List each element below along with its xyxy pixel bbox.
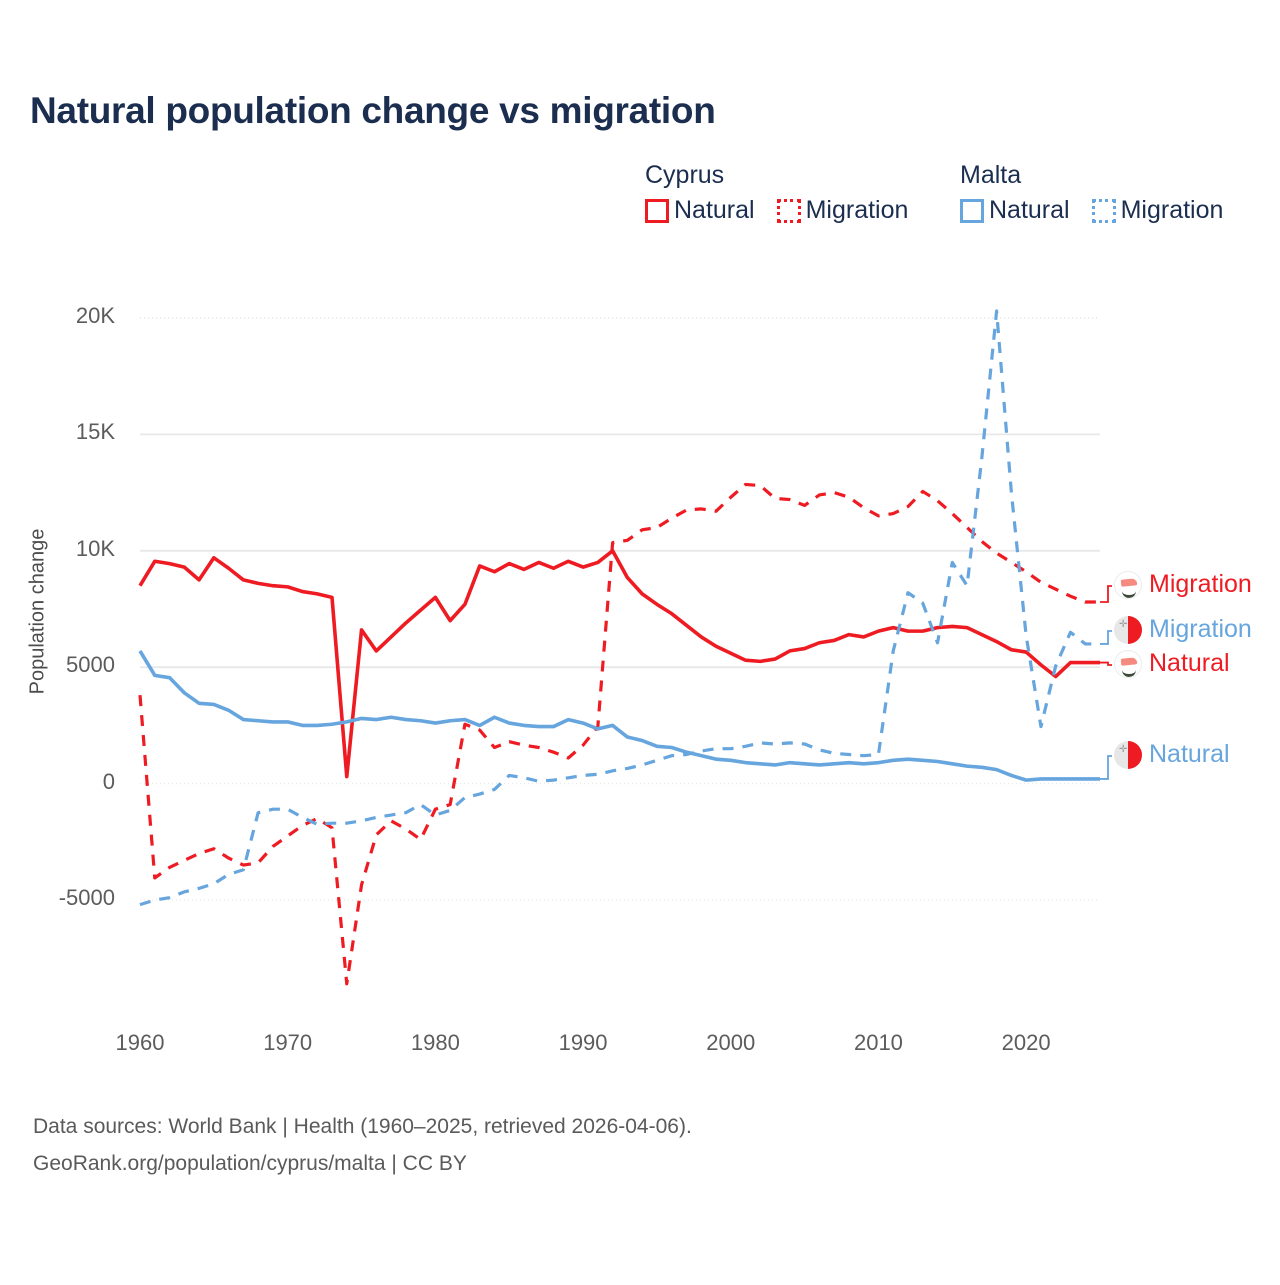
malta-flag-icon: ✛ — [1114, 615, 1142, 644]
legend-item-cyprus-natural[interactable]: Natural — [645, 196, 755, 225]
x-axis-tick-label: 1960 — [115, 1030, 165, 1055]
end-label: Migration — [1114, 570, 1252, 599]
legend-item-label: Natural — [989, 196, 1070, 224]
end-label-text: Natural — [1149, 649, 1230, 677]
legend-swatch-solid-icon — [645, 198, 669, 223]
end-label-text: Migration — [1149, 615, 1252, 643]
legend-item-label: Migration — [1120, 196, 1224, 224]
footer-line-url: GeoRank.org/population/cyprus/malta | CC… — [33, 1152, 467, 1175]
page-title: Natural population change vs migration — [30, 90, 716, 131]
x-axis-tick-label: 1980 — [410, 1030, 460, 1055]
x-axis-tick-label: 1990 — [558, 1030, 608, 1055]
y-axis-tick-label: 20K — [75, 303, 115, 328]
legend-item-malta-natural[interactable]: Natural — [960, 196, 1070, 225]
y-axis-tick-label: 15K — [75, 419, 115, 445]
malta-flag-icon: ✛ — [1114, 740, 1142, 769]
legend-item-cyprus-migration[interactable]: Migration — [776, 196, 909, 225]
series-line-malta-natural — [138, 649, 1100, 782]
legend-item-malta-migration[interactable]: Migration — [1091, 196, 1224, 225]
end-label-leader-line — [1100, 585, 1112, 603]
cyprus-flag-icon — [1114, 570, 1142, 599]
y-axis-tick-label: -5000 — [58, 885, 115, 910]
y-axis-tick-label: 0 — [102, 768, 115, 794]
legend-country-label: Cyprus — [645, 161, 725, 189]
end-label: Natural — [1114, 649, 1230, 678]
series-line-cyprus-natural — [138, 548, 1100, 779]
y-axis-tick-label: 5000 — [66, 652, 115, 678]
legend-item-label: Natural — [674, 196, 755, 224]
legend-swatch-dotted-icon — [1091, 198, 1116, 223]
end-label-leader-line — [1100, 755, 1112, 780]
end-label-text: Natural — [1149, 740, 1230, 768]
end-label-text: Migration — [1149, 570, 1252, 598]
legend: Cyprus Natural Migration Malta Natural M… — [645, 160, 1265, 240]
x-axis-tick-label: 2010 — [853, 1030, 903, 1055]
x-axis-tick-label: 1970 — [263, 1030, 313, 1055]
footer-attribution: Data sources: World Bank | Health (1960–… — [33, 1108, 692, 1182]
legend-swatch-solid-icon — [960, 198, 984, 223]
legend-item-label: Migration — [805, 196, 909, 224]
x-axis-tick-label: 2020 — [1001, 1030, 1051, 1055]
footer-line-sources: Data sources: World Bank | Health (1960–… — [33, 1115, 692, 1138]
legend-group-malta: Malta Natural Migration — [960, 160, 1223, 224]
y-axis-tick-label: 10K — [75, 535, 115, 561]
legend-group-cyprus: Cyprus Natural Migration — [645, 160, 908, 224]
cyprus-flag-icon — [1114, 649, 1142, 678]
end-label-leader-line — [1100, 661, 1112, 666]
end-label: ✛ Migration — [1114, 615, 1252, 644]
x-axis-tick-label: 2000 — [706, 1030, 756, 1055]
legend-swatch-dotted-icon — [776, 198, 801, 223]
series-line-malta-migration — [139, 309, 1100, 907]
end-label: ✛ Natural — [1114, 740, 1230, 769]
end-label-leader-line — [1100, 630, 1112, 645]
series-line-cyprus-migration — [138, 482, 1100, 986]
legend-country-label: Malta — [960, 161, 1022, 189]
